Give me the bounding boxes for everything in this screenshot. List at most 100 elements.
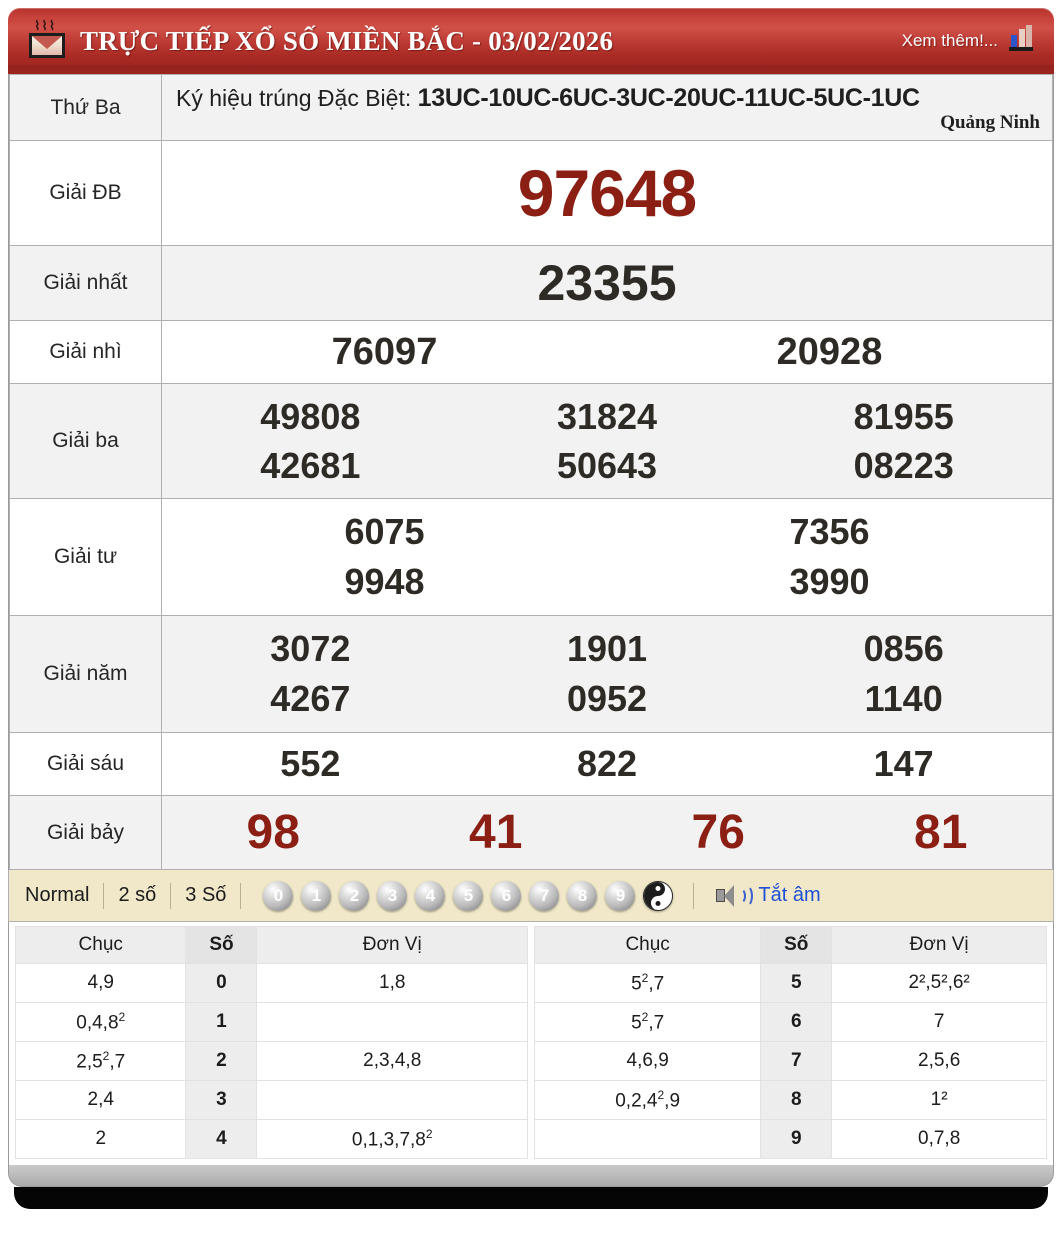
- special-code-line: Ký hiệu trúng Đặc Biệt: 13UC-10UC-6UC-3U…: [176, 83, 1040, 114]
- stats-header-digit: Số: [185, 926, 258, 964]
- header-actions: Xem thêm!...: [901, 25, 1040, 54]
- stats-cell-tens: 2,4: [14, 1080, 187, 1120]
- stats-cell-digit[interactable]: 1: [185, 1002, 258, 1042]
- prize-label-nam: Giải năm: [9, 615, 162, 733]
- stats-cell-tens: 4,6,9: [533, 1041, 762, 1081]
- toolbar-divider: [693, 882, 695, 909]
- prize-numbers-nhi: 76097 20928: [162, 321, 1052, 383]
- digit-ball-6[interactable]: 6: [491, 880, 522, 911]
- steam-marks: ⌇⌇⌇: [34, 18, 57, 33]
- yin-yang-icon[interactable]: [643, 880, 674, 911]
- stats-cell-digit[interactable]: 8: [760, 1080, 833, 1120]
- stats-cell-units: 0,1,3,7,82: [256, 1119, 528, 1159]
- prize-row-db: Giải ĐB 97648: [9, 140, 1053, 246]
- digit-ball-8[interactable]: 8: [567, 880, 598, 911]
- stats-table-right: Chục Số Đơn Vị 52,7 5 2²,5²,6² 52,7 6 7 4,6,9 7…: [533, 926, 1047, 1159]
- special-code-label: Ký hiệu trúng Đặc Biệt:: [176, 85, 412, 111]
- stats-table-left: Chục Số Đơn Vị 4,9 0 1,8 0,4,82 1 2,52,7 2 2,3,…: [14, 926, 528, 1159]
- prize-number: 1901: [566, 628, 648, 669]
- stats-cell-units: [256, 1080, 528, 1120]
- prize-label-sau: Giải sáu: [9, 732, 162, 796]
- prize-number: 4267: [270, 678, 351, 719]
- prize-row-nhat: Giải nhất 23355: [9, 245, 1053, 321]
- stats-row: 0,4,82 1: [14, 1002, 528, 1042]
- stats-cell-tens: 2,52,7: [14, 1041, 187, 1081]
- prize-row-ba: Giải ba 49808 31824 81955 42681 50643 08…: [9, 383, 1053, 499]
- stats-row: 2,4 3: [14, 1080, 528, 1120]
- stats-cell-digit[interactable]: 2: [185, 1041, 258, 1081]
- stats-cell-digit[interactable]: 3: [185, 1080, 258, 1120]
- mail-icon: ⌇⌇⌇: [26, 18, 68, 62]
- special-code-cell: Ký hiệu trúng Đặc Biệt: 13UC-10UC-6UC-3U…: [161, 74, 1053, 141]
- digit-ball-2[interactable]: 2: [339, 880, 370, 911]
- stats-header-digit: Số: [760, 926, 833, 964]
- sound-toggle[interactable]: Tắt âm: [694, 884, 821, 908]
- stats-row: 52,7 5 2²,5²,6²: [533, 963, 1047, 1003]
- prize-label-tu: Giải tư: [9, 498, 162, 616]
- digit-ball-3[interactable]: 3: [377, 880, 408, 911]
- stats-cell-units: 0,7,8: [831, 1119, 1047, 1159]
- stats-cell-digit[interactable]: 7: [760, 1041, 833, 1081]
- digit-ball-4[interactable]: 4: [415, 880, 446, 911]
- stats-cell-digit[interactable]: 9: [760, 1119, 833, 1159]
- prize-number: 50643: [556, 445, 658, 486]
- chart-icon[interactable]: [1008, 25, 1034, 54]
- prize-number: 31824: [556, 396, 658, 437]
- stats-row: 4,6,9 7 2,5,6: [533, 1041, 1047, 1081]
- stats-cell-units: 1,8: [256, 963, 528, 1003]
- window-shadow: [14, 1187, 1048, 1209]
- prize-numbers-ba-line2: 42681 50643 08223: [162, 441, 1052, 498]
- stats-cell-tens: [533, 1119, 762, 1159]
- sound-toggle-label[interactable]: Tắt âm: [758, 884, 821, 906]
- stats-cell-tens: 0,2,42,9: [533, 1080, 762, 1120]
- envelope-shape: [29, 33, 65, 58]
- prize-number: 76: [691, 806, 745, 859]
- results-table: Thứ Ba Ký hiệu trúng Đặc Biệt: 13UC-10UC…: [9, 74, 1053, 870]
- prize-number: 9948: [344, 561, 425, 602]
- prize-number: 42681: [260, 445, 361, 486]
- stats-cell-units: 2,3,4,8: [256, 1041, 528, 1081]
- title-bar: ⌇⌇⌇ TRỰC TIẾP XỔ SỐ MIỀN BẮC - 03/02/202…: [8, 8, 1054, 74]
- prize-number: 20928: [776, 331, 883, 373]
- stats-header-row: Chục Số Đơn Vị: [533, 926, 1047, 964]
- stats-cell-tens: 2: [14, 1119, 187, 1159]
- prize-numbers-db: 97648: [162, 141, 1052, 245]
- prize-numbers-tu-line2: 9948 3990: [162, 557, 1052, 615]
- stats-cell-tens: 52,7: [533, 963, 762, 1003]
- prize-number: 3072: [270, 628, 351, 669]
- stats-row: 9 0,7,8: [533, 1119, 1047, 1159]
- stats-header-row: Chục Số Đơn Vị: [14, 926, 528, 964]
- mode-3so-button[interactable]: 3 Số: [185, 884, 227, 906]
- digit-ball-0[interactable]: 0: [263, 880, 294, 911]
- prize-number: 98: [246, 806, 300, 859]
- stats-cell-digit[interactable]: 0: [185, 963, 258, 1003]
- toolbar-divider: [240, 882, 242, 909]
- digit-ball-5[interactable]: 5: [453, 880, 484, 911]
- stats-cell-units: 1²: [831, 1080, 1047, 1120]
- digit-ball-9[interactable]: 9: [605, 880, 636, 911]
- stats-cell-units: 7: [831, 1002, 1047, 1042]
- stats-cell-digit[interactable]: 5: [760, 963, 833, 1003]
- prize-number: 0856: [863, 628, 944, 669]
- digit-ball-1[interactable]: 1: [301, 880, 332, 911]
- speaker-icon[interactable]: [716, 884, 754, 908]
- mode-normal-button[interactable]: Normal: [25, 884, 90, 906]
- prize-number: 147: [873, 743, 934, 784]
- stats-cell-digit[interactable]: 6: [760, 1002, 833, 1042]
- prize-row-tu: Giải tư 6075 7356 9948 3990: [9, 498, 1053, 616]
- mode-2so-button[interactable]: 2 số: [118, 884, 157, 906]
- prize-number: 76097: [331, 331, 438, 373]
- digit-ball-7[interactable]: 7: [529, 880, 560, 911]
- prize-row-nhi: Giải nhì 76097 20928: [9, 320, 1053, 384]
- province-label: Quảng Ninh: [940, 112, 1040, 133]
- prize-numbers-ba-line1: 49808 31824 81955: [162, 384, 1052, 441]
- see-more-link[interactable]: Xem thêm!...: [901, 31, 998, 50]
- prize-numbers-bay: 98 41 76 81: [162, 796, 1052, 869]
- prize-numbers-nam-line2: 4267 0952 1140: [162, 674, 1052, 732]
- stats-cell-digit[interactable]: 4: [185, 1119, 258, 1159]
- prize-numbers-nam-line1: 3072 1901 0856: [162, 616, 1052, 674]
- prize-number: 49808: [260, 396, 361, 437]
- stats-cell-tens: 0,4,82: [14, 1002, 187, 1042]
- prize-label-ba: Giải ba: [9, 383, 162, 499]
